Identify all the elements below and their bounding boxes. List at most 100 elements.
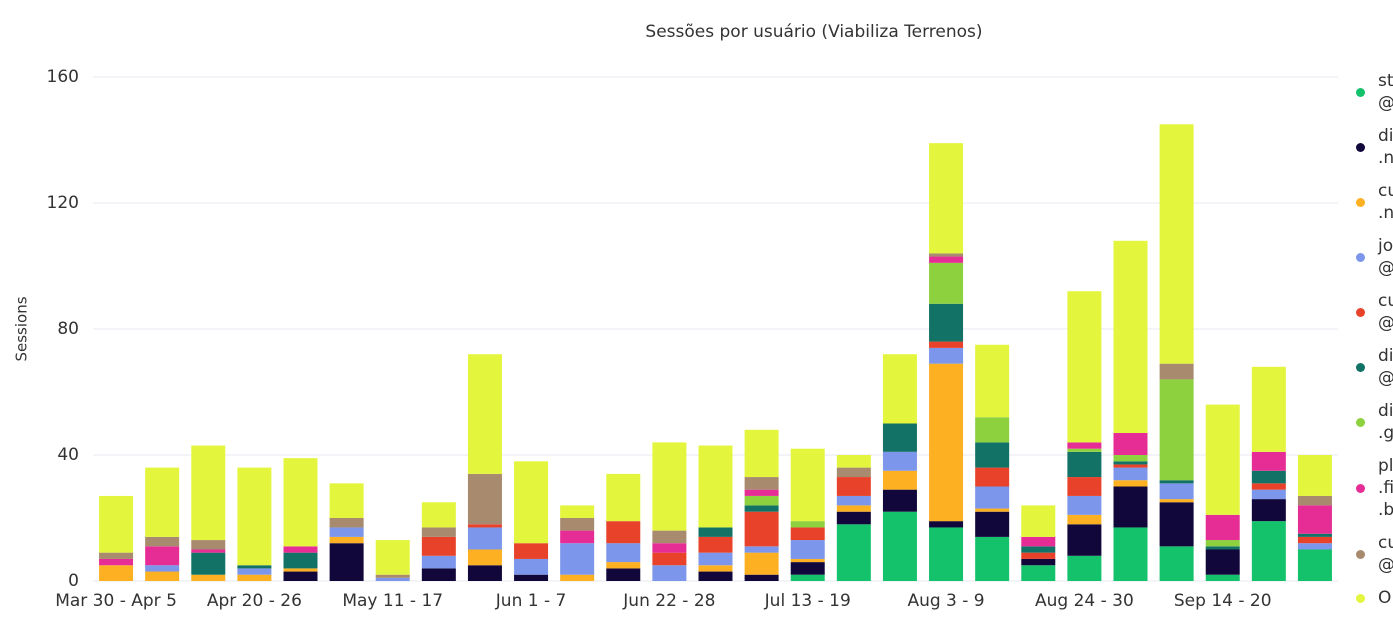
bar-segment xyxy=(1021,505,1056,537)
y-tick-label: 0 xyxy=(68,571,79,591)
legend-item[interactable]: di @ xyxy=(1356,345,1393,389)
bar-segment xyxy=(1205,574,1240,581)
bar-segment xyxy=(467,354,502,474)
bar-segment xyxy=(790,558,825,563)
bar-segment xyxy=(975,536,1010,581)
bar-segment xyxy=(1113,467,1148,481)
bar-segment xyxy=(329,518,364,528)
bar-segment xyxy=(514,461,549,544)
bar-segment xyxy=(652,565,687,581)
legend-item[interactable]: cu @ xyxy=(1356,290,1393,334)
bar-segment xyxy=(698,552,733,566)
legend-label: di .g xyxy=(1378,401,1393,443)
legend-item[interactable]: st @ xyxy=(1356,70,1393,114)
y-tick-label: 80 xyxy=(57,319,79,339)
bar-segment xyxy=(1251,483,1286,490)
bar-segment xyxy=(744,477,779,490)
legend-item[interactable]: pl .fi .b xyxy=(1356,455,1393,521)
x-tick-label: Sep 14 - 20 xyxy=(1174,591,1272,611)
bar-segment xyxy=(1159,499,1194,503)
bar-segment xyxy=(975,511,1010,537)
bar-segment xyxy=(237,467,272,566)
legend-label: st @ xyxy=(1378,71,1393,113)
bar-segment xyxy=(744,505,779,512)
bar-segment xyxy=(929,256,964,263)
bar-segment xyxy=(283,568,318,572)
x-tick-label: Jun 1 - 7 xyxy=(495,591,567,611)
bar-segment xyxy=(1067,495,1102,515)
legend-item[interactable]: di .g xyxy=(1356,400,1393,444)
bar-segment xyxy=(836,477,871,496)
bar-segment xyxy=(1021,536,1056,547)
bar-segment xyxy=(1113,486,1148,528)
bar-segment xyxy=(237,574,272,581)
legend-item[interactable]: O xyxy=(1356,587,1393,609)
bar-segment xyxy=(375,574,410,578)
bar-segment xyxy=(1113,461,1148,465)
bar-segment xyxy=(606,521,641,544)
x-tick-label: Apr 20 - 26 xyxy=(207,591,302,611)
legend-item[interactable]: di .n xyxy=(1356,125,1393,169)
bar-segment xyxy=(1159,379,1194,481)
bar-segment xyxy=(1067,448,1102,452)
bar-segment xyxy=(421,527,456,537)
bar-segment xyxy=(836,467,871,478)
bar-segment xyxy=(929,363,964,522)
bar-segment xyxy=(790,540,825,559)
bar-segment xyxy=(329,543,364,581)
bar-segment xyxy=(882,489,917,512)
bar-segment xyxy=(790,521,825,528)
bar-segment xyxy=(421,502,456,528)
bar-segment xyxy=(836,495,871,506)
bar-segment xyxy=(560,505,595,518)
legend-label: cu @ xyxy=(1378,291,1393,333)
legend-marker xyxy=(1356,307,1365,317)
bar-segment xyxy=(1159,483,1194,500)
bar-segment xyxy=(606,568,641,581)
bar-segment xyxy=(421,568,456,581)
bar-segment xyxy=(1067,555,1102,581)
legend: st @ di .n cu .n jo @ cu @ di @ di .g pl .fi .b… xyxy=(1356,70,1393,609)
bar-segment xyxy=(1251,521,1286,581)
bar-segment xyxy=(975,467,1010,487)
y-axis-label: Sessions xyxy=(13,296,31,361)
y-tick-label: 160 xyxy=(47,67,79,87)
bar-segment xyxy=(1297,455,1332,496)
bar-segment xyxy=(191,445,226,541)
legend-item[interactable]: cu @ xyxy=(1356,532,1393,576)
legend-label: di .n xyxy=(1378,126,1393,168)
bar-segment xyxy=(744,552,779,575)
bar-segment xyxy=(1067,514,1102,525)
bar-segment xyxy=(145,467,180,537)
legend-item[interactable]: cu .n xyxy=(1356,180,1393,224)
bar-segment xyxy=(1251,366,1286,452)
legend-label: cu .n xyxy=(1378,181,1393,223)
bar-segment xyxy=(882,451,917,471)
bar-segment xyxy=(1067,451,1102,478)
bar-segment xyxy=(467,527,502,550)
bar-segment xyxy=(1297,549,1332,581)
bar-segment xyxy=(836,511,871,525)
bar-segment xyxy=(836,524,871,581)
bar-segment xyxy=(929,143,964,254)
legend-label: pl .fi .b xyxy=(1378,456,1393,520)
chart-title: Sessões por usuário (Viabiliza Terrenos) xyxy=(645,22,982,42)
legend-marker xyxy=(1356,483,1365,493)
bar-segment xyxy=(975,508,1010,512)
bar-segment xyxy=(1205,404,1240,515)
bar-segment xyxy=(1251,499,1286,522)
bar-segment xyxy=(145,536,180,547)
legend-item[interactable]: jo @ xyxy=(1356,235,1393,279)
bar-segment xyxy=(975,486,1010,509)
legend-marker xyxy=(1356,549,1365,559)
bar-segment xyxy=(1113,240,1148,433)
bar-segment xyxy=(1297,495,1332,506)
bar-segment xyxy=(652,442,687,531)
bar-segment xyxy=(1205,514,1240,541)
bar-segment xyxy=(1021,565,1056,581)
bar-segment xyxy=(514,543,549,559)
bar-segment xyxy=(652,543,687,553)
bar-segment xyxy=(1159,480,1194,484)
bar-segment xyxy=(1297,533,1332,537)
